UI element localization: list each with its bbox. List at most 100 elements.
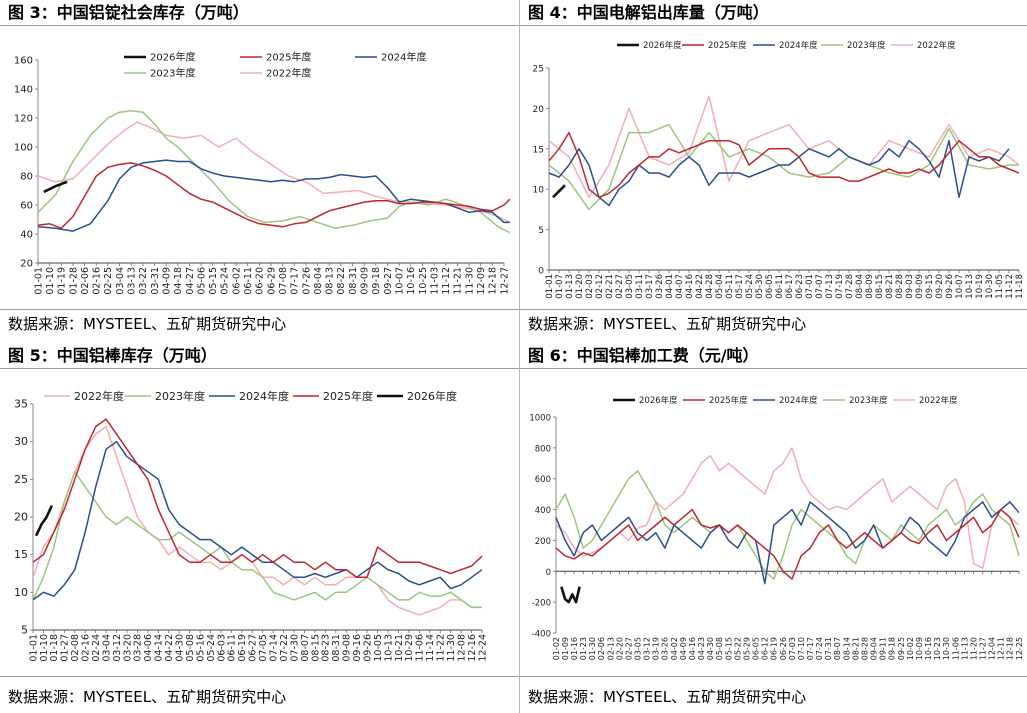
series-line-y2023	[32, 471, 482, 609]
x-tick-label: 10-23	[933, 637, 942, 660]
x-tick-label: 05-08	[185, 634, 196, 662]
legend-label-y2022: 2022年度	[74, 389, 124, 403]
y-tick-label: 20	[533, 105, 545, 115]
x-tick-label: 12-18	[488, 267, 499, 295]
x-tick-label: 11-27	[978, 637, 987, 660]
legend-label-y2022: 2022年度	[919, 395, 958, 406]
x-tick-label: 06-20	[255, 267, 266, 295]
series-line-y2025	[37, 162, 511, 229]
x-tick-label: 12-25	[1015, 637, 1024, 660]
x-tick-label: 10-21	[394, 634, 405, 662]
x-tick-label: 12-11	[997, 637, 1006, 660]
y-tick-label: 15	[533, 145, 544, 155]
y-tick-label: 40	[20, 230, 33, 241]
x-tick-label: 07-07	[815, 274, 825, 299]
x-tick-label: 08-28	[895, 274, 905, 299]
series-line-y2023	[37, 110, 511, 234]
x-tick-label: 02-27	[624, 637, 633, 660]
x-tick-label: 02-25	[103, 267, 114, 295]
x-tick-label: 10-30	[942, 637, 951, 660]
x-tick-label: 11-13	[960, 637, 969, 660]
legend-label-y2026: 2026年度	[643, 40, 682, 51]
panel-figure-3: 图 3：中国铝锭社会库存（万吨） 20 40 60 80 100 120 140 160 01-…	[0, 0, 519, 340]
series-line-y2026	[43, 180, 68, 194]
x-tick-label: 04-16	[685, 274, 695, 299]
x-tick-label: 01-19	[57, 267, 68, 295]
data-source: 数据来源：MYSTEEL、五矿期货研究中心	[8, 688, 287, 706]
x-tick-label: 04-09	[161, 267, 172, 295]
series-line-y2025	[555, 508, 1020, 580]
y-tick-label: 120	[14, 114, 33, 125]
x-tick-label: 04-09	[679, 637, 688, 660]
x-tick-label: 07-17	[806, 637, 815, 660]
x-tick-label: 07-30	[289, 634, 300, 662]
x-tick-label: 08-07	[300, 634, 311, 662]
data-source: 数据来源：MYSTEEL、五矿期货研究中心	[8, 315, 287, 333]
x-tick-label: 07-24	[815, 637, 824, 660]
series-line-y2026	[34, 505, 53, 537]
y-tick-label: 35	[14, 398, 28, 411]
x-tick-label: 04-22	[164, 634, 175, 662]
x-tick-label: 11-03	[429, 267, 440, 295]
x-tick-label: 05-30	[755, 274, 765, 299]
x-tick-label: 11-05	[995, 274, 1005, 299]
y-tick-label: 600	[535, 475, 551, 485]
legend-label-y2026: 2026年度	[407, 389, 457, 403]
x-tick-label: 12-24	[477, 634, 488, 662]
x-tick-label: 11-21	[453, 267, 464, 295]
x-tick-label: 10-16	[924, 637, 933, 660]
x-tick-label: 10-25	[418, 267, 429, 295]
x-tick-label: 03-20	[122, 634, 133, 662]
x-tick-label: 06-19	[237, 634, 248, 662]
y-tick-label: 20	[20, 259, 33, 270]
y-tick-label: 25	[14, 473, 28, 486]
series-line-y2024	[32, 440, 483, 601]
x-tick-label: 04-18	[173, 267, 184, 295]
x-tick-label: 09-11	[879, 637, 888, 660]
x-tick-label: 05-24	[745, 274, 755, 299]
x-tick-label: 07-03	[788, 637, 797, 660]
x-tick-label: 11-22	[436, 634, 447, 662]
series-line-y2026	[552, 184, 566, 199]
x-tick-label: 02-16	[81, 634, 92, 662]
x-tick-label: 02-24	[91, 634, 102, 662]
x-tick-label: 09-09	[360, 267, 371, 295]
legend-label-y2024: 2024年度	[239, 389, 289, 403]
x-tick-label: 01-27	[60, 634, 71, 662]
electrolytic-aluminum-outbound-chart: 0 5 10 15 20 25 01-01 01-07 01-13 01-20 02-03 02-12…	[533, 40, 1025, 299]
x-tick-label: 06-11	[243, 267, 254, 295]
x-tick-label: 04-16	[688, 637, 697, 660]
x-tick-label: 06-29	[266, 267, 277, 295]
x-tick-label: 04-23	[697, 637, 706, 660]
x-tick-label: 03-05	[625, 274, 635, 299]
x-tick-label: 03-26	[655, 274, 665, 299]
x-tick-label: 01-16	[570, 637, 579, 660]
x-tick-label: 12-18	[1006, 637, 1015, 660]
y-tick-label: 10	[14, 586, 28, 599]
y-tick-label: 200	[535, 537, 551, 547]
chart-title: 图 4：中国电解铝出库量（万吨）	[520, 0, 1027, 26]
legend-label-y2025: 2025年度	[323, 389, 373, 403]
x-tick-label: 11-12	[1005, 274, 1015, 299]
x-tick-label: 05-22	[733, 637, 742, 660]
x-tick-label: 12-16	[467, 634, 478, 662]
x-tick-label: 02-21	[605, 274, 615, 299]
x-tick-label: 09-04	[870, 637, 879, 660]
x-tick-label: 05-15	[208, 267, 219, 295]
x-tick-label: 07-22	[279, 634, 290, 662]
x-tick-label: 06-05	[752, 637, 761, 660]
x-tick-label: 06-19	[770, 637, 779, 660]
y-tick-label: 10	[533, 186, 545, 196]
y-tick-label: 0	[538, 267, 544, 277]
series-line-y2022	[548, 95, 1020, 199]
x-tick-label: 05-06	[196, 267, 207, 295]
chart-title: 图 6：中国铝棒加工费（元/吨）	[520, 343, 1027, 369]
x-tick-label: 03-04	[101, 634, 112, 662]
x-tick-label: 05-29	[742, 637, 751, 660]
x-tick-label: 02-27	[615, 274, 625, 299]
x-tick-label: 01-13	[565, 274, 575, 299]
series-line-y2024	[548, 139, 1010, 207]
x-tick-label: 09-15	[925, 274, 935, 299]
y-tick-label: 140	[14, 85, 33, 96]
x-tick-label: 09-20	[935, 274, 945, 299]
